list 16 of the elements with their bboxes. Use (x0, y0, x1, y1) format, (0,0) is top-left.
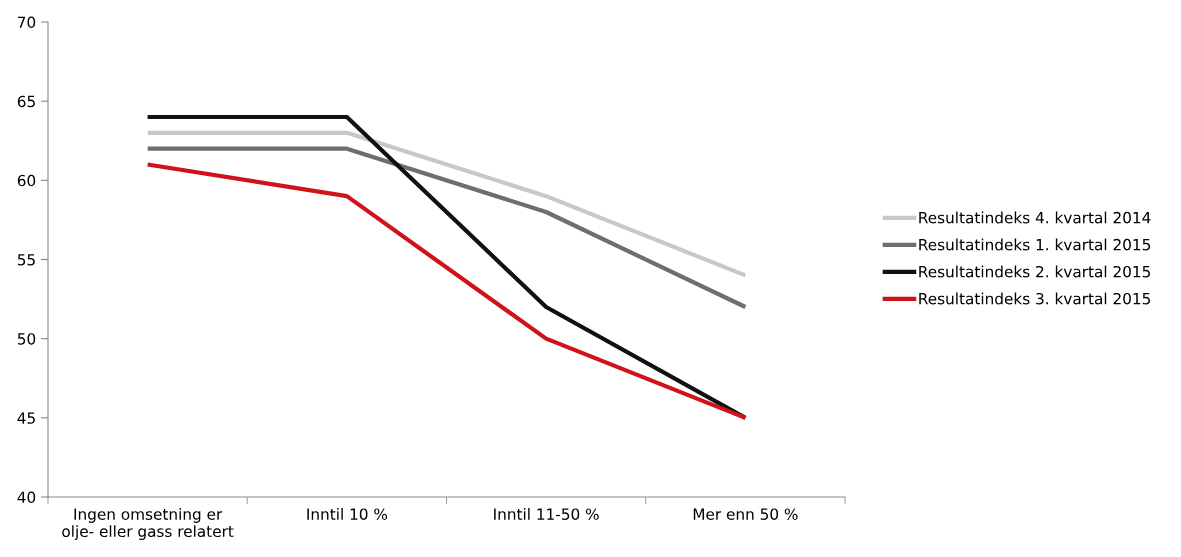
x-tick-label: Inntil 11-50 % (494, 508, 599, 520)
x-tick-label: Inntil 10 % (307, 508, 388, 520)
y-tick-label: 55 (17, 254, 35, 266)
x-tick-label: Mer enn 50 % (693, 508, 798, 520)
y-tick-label: 45 (17, 412, 35, 424)
legend-label: Resultatindeks 4. kvartal 2014 (919, 211, 1151, 224)
legend-label: Resultatindeks 3. kvartal 2015 (919, 292, 1151, 305)
y-tick-label: 60 (17, 174, 36, 187)
legend-label: Resultatindeks 1. kvartal 2015 (919, 238, 1151, 251)
x-tick-label: Ingen omsetning er olje- eller gass relatert (62, 508, 234, 540)
legend-label: Resultatindeks 2. kvartal 2015 (919, 265, 1151, 278)
y-tick-label: 70 (18, 16, 36, 29)
line-series (145, 162, 748, 420)
y-tick-label: 50 (17, 333, 36, 345)
y-tick-label: 40 (17, 491, 36, 504)
y-tick-label: 65 (17, 95, 35, 108)
